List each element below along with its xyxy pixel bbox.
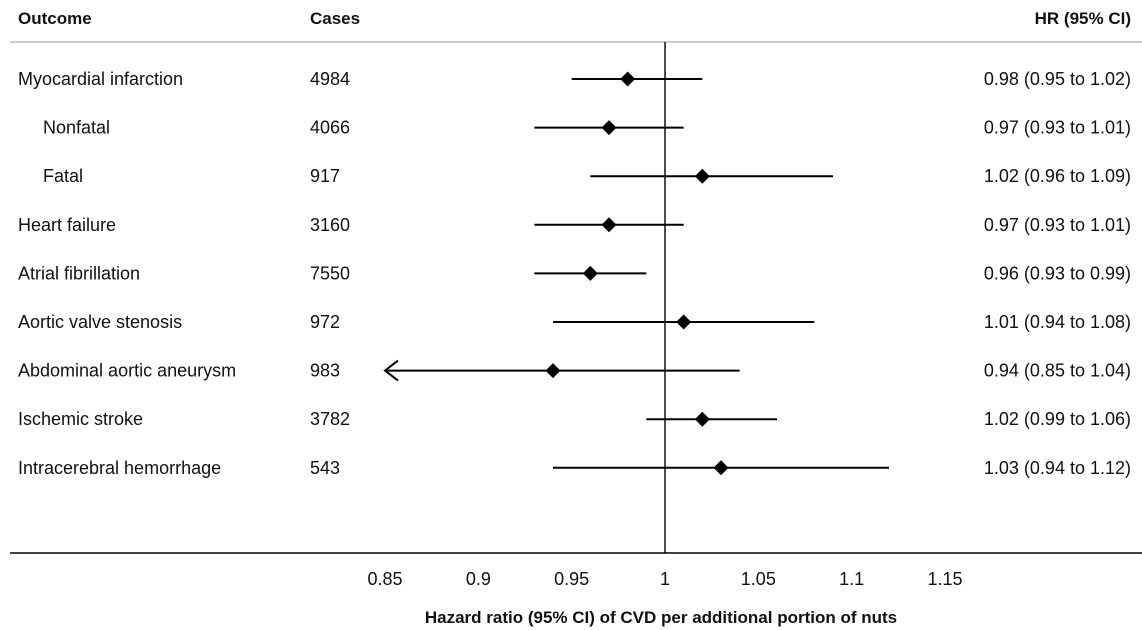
row-cases: 972 [310,312,340,332]
x-axis-title: Hazard ratio (95% CI) of CVD per additio… [425,608,897,627]
hr-point [620,71,636,87]
hr-point [694,168,710,184]
row-label: Aortic valve stenosis [18,312,182,332]
forest-row: Ischemic stroke 3782 1.02 (0.99 to 1.06) [18,409,1131,429]
forest-rows: Myocardial infarction 4984 0.98 (0.95 to 1… [18,69,1131,478]
row-cases: 983 [310,361,340,381]
row-cases: 4984 [310,69,350,89]
hr-point [582,265,598,281]
hr-point [713,460,729,476]
row-hr-text: 1.02 (0.96 to 1.09) [984,166,1131,186]
row-cases: 3160 [310,215,350,235]
row-label: Ischemic stroke [18,409,143,429]
row-cases: 3782 [310,409,350,429]
row-hr-text: 0.96 (0.93 to 0.99) [984,263,1131,283]
row-cases: 7550 [310,263,350,283]
hr-column-header: HR (95% CI) [1035,9,1131,28]
forest-row: Intracerebral hemorrhage 543 1.03 (0.94 to… [18,458,1131,478]
cases-column-header: Cases [310,9,360,28]
x-tick-label: 0.9 [466,569,491,589]
row-hr-text: 0.97 (0.93 to 1.01) [984,215,1131,235]
forest-row: Aortic valve stenosis 972 1.01 (0.94 to 1.… [18,312,1131,332]
row-hr-text: 0.97 (0.93 to 1.01) [984,118,1131,138]
hr-point [601,120,617,136]
row-cases: 543 [310,458,340,478]
row-label: Fatal [43,166,83,186]
hr-point [694,411,710,427]
hr-point [676,314,692,330]
row-label: Atrial fibrillation [18,263,140,283]
row-hr-text: 1.01 (0.94 to 1.08) [984,312,1131,332]
hr-point [545,363,561,379]
x-tick-label: 1.15 [927,569,962,589]
row-label: Intracerebral hemorrhage [18,458,221,478]
forest-row: Atrial fibrillation 7550 0.96 (0.93 to 0.9… [18,263,1131,283]
row-hr-text: 1.03 (0.94 to 1.12) [984,458,1131,478]
x-tick-label: 1.05 [741,569,776,589]
x-tick-label: 0.85 [367,569,402,589]
x-tick-label: 0.95 [554,569,589,589]
x-tick-label: 1.1 [839,569,864,589]
row-hr-text: 0.98 (0.95 to 1.02) [984,69,1131,89]
outcome-column-header: Outcome [18,9,92,28]
row-hr-text: 0.94 (0.85 to 1.04) [984,361,1131,381]
row-hr-text: 1.02 (0.99 to 1.06) [984,409,1131,429]
row-label: Myocardial infarction [18,69,183,89]
forest-row: Heart failure 3160 0.97 (0.93 to 1.01) [18,215,1131,235]
row-label: Nonfatal [43,118,110,138]
forest-row: Nonfatal 4066 0.97 (0.93 to 1.01) [43,118,1131,138]
x-axis-ticks: 0.85 0.9 0.95 1 1.05 1.1 1.15 [367,569,962,589]
forest-row: Myocardial infarction 4984 0.98 (0.95 to 1… [18,69,1131,89]
ci-truncation-arrow [383,359,399,382]
forest-row: Abdominal aortic aneurysm 983 0.94 (0.85 t… [18,359,1131,382]
row-label: Abdominal aortic aneurysm [18,361,236,381]
row-cases: 917 [310,166,340,186]
forest-row: Fatal 917 1.02 (0.96 to 1.09) [43,166,1131,186]
row-label: Heart failure [18,215,116,235]
hr-point [601,217,617,233]
x-tick-label: 1 [660,569,670,589]
row-cases: 4066 [310,118,350,138]
